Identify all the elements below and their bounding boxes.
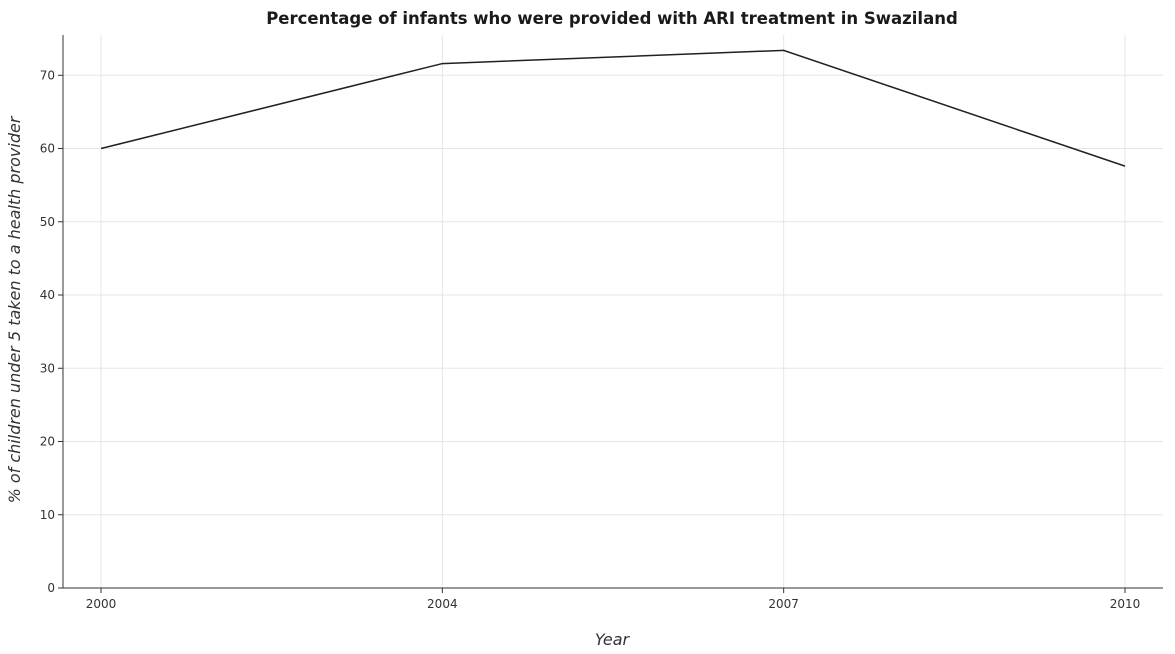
- data-point: [1123, 164, 1127, 168]
- data-point: [782, 48, 786, 52]
- x-tick-label: 2004: [427, 597, 458, 611]
- x-tick-label: 2010: [1110, 597, 1141, 611]
- x-tick-label: 2000: [86, 597, 117, 611]
- chart-title: Percentage of infants who were provided …: [266, 9, 958, 28]
- y-tick-label: 70: [40, 68, 55, 82]
- x-axis-label: Year: [595, 630, 631, 649]
- y-tick-label: 20: [40, 435, 55, 449]
- data-point: [99, 147, 103, 151]
- y-tick-label: 50: [40, 215, 55, 229]
- data-point: [440, 62, 444, 66]
- x-tick-label: 2007: [768, 597, 799, 611]
- y-tick-label: 30: [40, 361, 55, 375]
- series-layer: [99, 48, 1127, 168]
- y-tick-label: 10: [40, 508, 55, 522]
- y-tick-label: 40: [40, 288, 55, 302]
- series-line: [100, 49, 1126, 167]
- axes: 0 10 20 30 40 50 60 70 2000 2004 2007 2010: [40, 35, 1163, 611]
- y-tick-label: 60: [40, 142, 55, 156]
- y-axis-label: % of children under 5 taken to a health …: [5, 115, 24, 503]
- y-tick-label: 0: [47, 581, 55, 595]
- gridlines: [63, 35, 1163, 589]
